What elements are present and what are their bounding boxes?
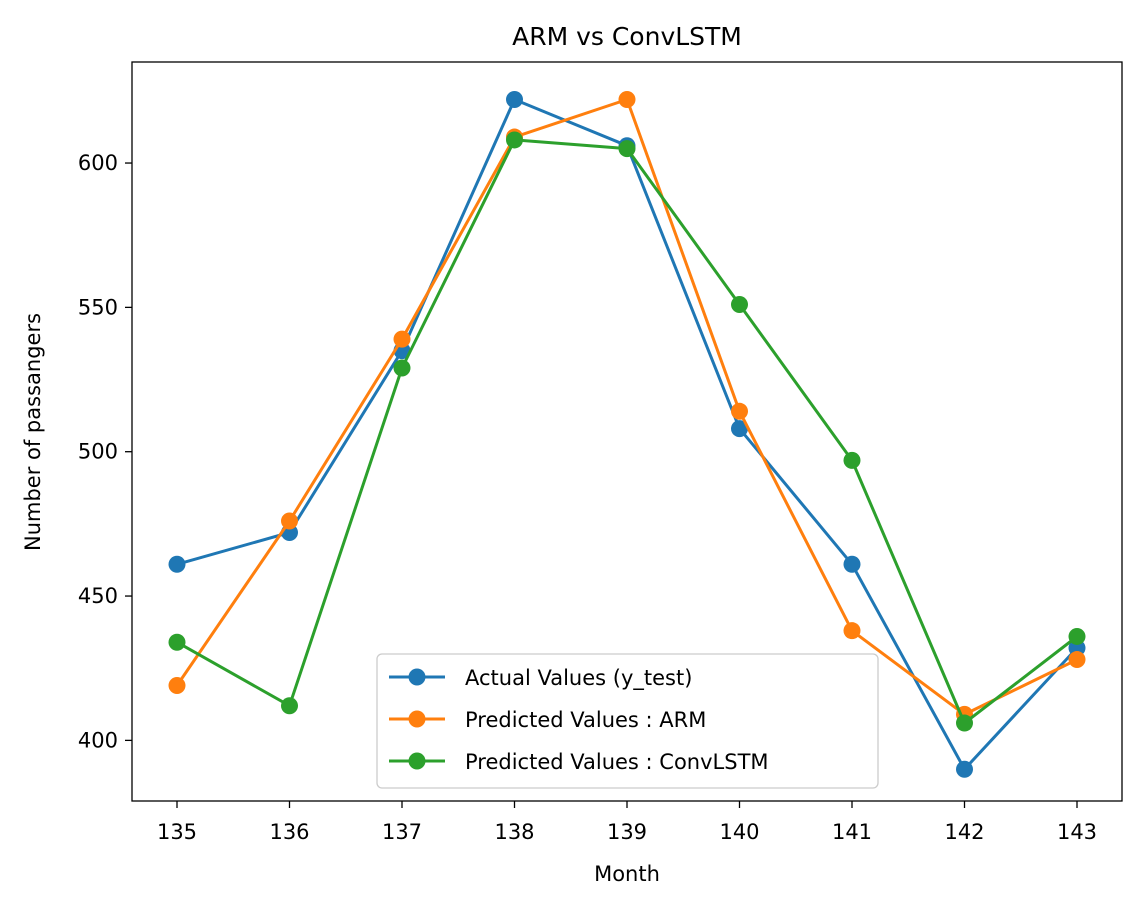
series-2 xyxy=(168,91,1086,723)
x-tick-label: 139 xyxy=(607,820,647,844)
data-point xyxy=(731,402,748,420)
legend: Actual Values (y_test) Predicted Values :… xyxy=(376,653,879,789)
data-point xyxy=(168,677,186,695)
legend-label: Predicted Values : ConvLSTM xyxy=(465,750,769,774)
legend-item: Predicted Values : ConvLSTM xyxy=(389,750,769,774)
legend-marker xyxy=(408,668,426,686)
legend-label: Predicted Values : ARM xyxy=(465,708,706,732)
x-axis: 135 136 137 138 139 140 141 142 143 xyxy=(157,801,1097,844)
data-point xyxy=(1068,627,1086,645)
y-tick-label: 600 xyxy=(78,151,118,175)
x-tick-label: 141 xyxy=(832,820,872,844)
x-tick-label: 135 xyxy=(157,820,197,844)
y-tick-label: 500 xyxy=(78,440,118,464)
series-layer xyxy=(168,91,1086,778)
y-axis: 400 450 500 550 600 xyxy=(78,151,132,752)
data-point xyxy=(618,91,636,109)
y-tick-label: 400 xyxy=(78,728,118,752)
data-point xyxy=(168,555,186,573)
x-axis-label: Month xyxy=(594,862,660,886)
data-point xyxy=(506,131,523,149)
series-line xyxy=(176,138,1078,725)
y-tick-label: 550 xyxy=(78,295,118,319)
data-point xyxy=(956,760,973,778)
series-line xyxy=(175,98,1078,716)
x-tick-label: 137 xyxy=(382,820,422,844)
chart-title: ARM vs ConvLSTM xyxy=(512,22,742,51)
data-point xyxy=(168,633,186,651)
data-point xyxy=(281,697,298,715)
x-tick-label: 136 xyxy=(269,820,309,844)
data-point xyxy=(281,512,298,530)
data-point xyxy=(956,714,973,732)
data-point xyxy=(393,359,411,377)
legend-marker xyxy=(408,752,426,770)
data-point xyxy=(731,420,748,438)
legend-marker xyxy=(408,710,426,728)
data-point xyxy=(618,140,636,158)
legend-item: Actual Values (y_test) xyxy=(389,666,692,691)
y-axis-label: Number of passangers xyxy=(21,313,45,551)
x-tick-label: 140 xyxy=(719,820,759,844)
data-point xyxy=(1068,651,1086,669)
y-tick-label: 450 xyxy=(78,584,118,608)
legend-item: Predicted Values : ARM xyxy=(389,708,706,732)
x-tick-label: 143 xyxy=(1057,820,1097,844)
data-point xyxy=(843,622,861,640)
series-3 xyxy=(168,131,1086,732)
legend-label: Actual Values (y_test) xyxy=(465,666,692,691)
x-tick-label: 138 xyxy=(494,820,534,844)
data-point xyxy=(506,91,523,109)
data-point xyxy=(843,451,861,469)
x-tick-label: 142 xyxy=(944,820,984,844)
legend-frame xyxy=(376,653,879,789)
data-point xyxy=(731,295,748,313)
data-point xyxy=(843,555,861,573)
data-point xyxy=(393,330,411,348)
